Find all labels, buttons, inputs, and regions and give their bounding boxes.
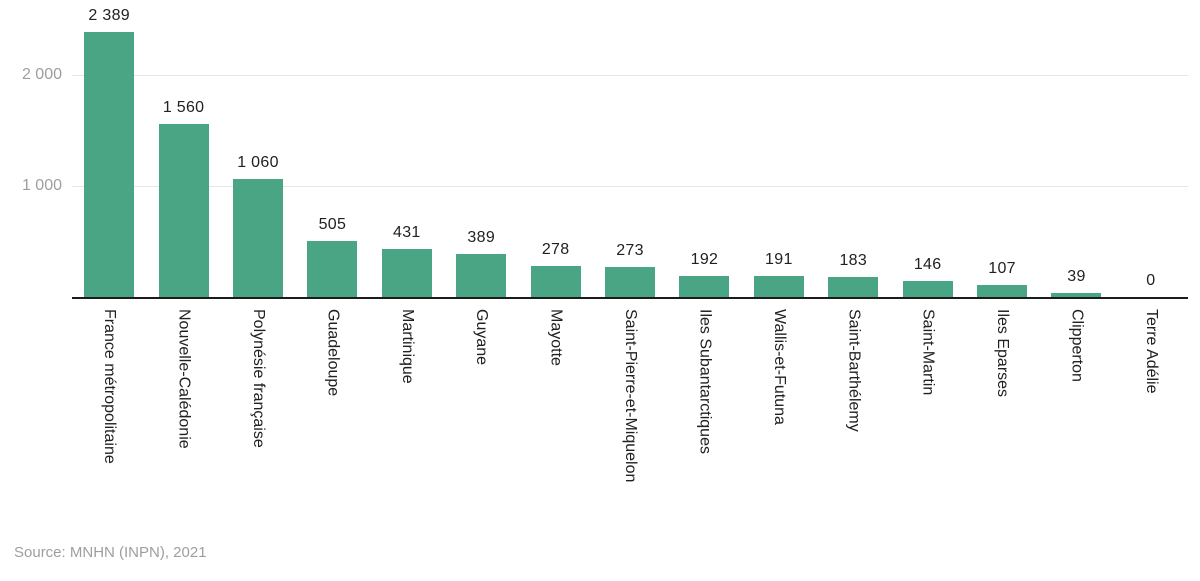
bar[interactable]	[307, 240, 358, 297]
bar[interactable]	[84, 31, 135, 297]
value-label: 107	[988, 260, 1016, 278]
bar-slot: 1 560	[146, 0, 220, 297]
y-tick-label: 2 000	[21, 66, 62, 83]
x-label-slot: Guadeloupe	[295, 309, 369, 396]
bar[interactable]	[605, 266, 656, 297]
plot-area: 2 389 1 560 1 060 505 431 389 278 273 192 191 183 1…	[72, 0, 1188, 297]
x-axis-label: Saint-Barthélemy	[845, 309, 863, 432]
value-label: 273	[616, 241, 644, 259]
value-label: 1 560	[162, 98, 205, 116]
x-axis-line	[72, 297, 1188, 299]
x-axis-label: Iles Subantarctiques	[696, 309, 714, 454]
x-label-slot: Saint-Martin	[890, 309, 964, 395]
x-axis-label: Guadeloupe	[324, 309, 342, 397]
x-axis-label: Mayotte	[547, 309, 565, 366]
x-label-slot: Saint-Pierre-et-Miquelon	[593, 309, 667, 482]
x-label-slot: France métropolitaine	[72, 309, 146, 464]
bar-slot: 2 389	[72, 0, 146, 297]
value-label: 505	[318, 215, 347, 233]
value-label: 191	[765, 250, 793, 268]
x-label-slot: Mayotte	[518, 309, 592, 366]
bar-slot: 505	[295, 0, 369, 297]
bar-slot: 0	[1114, 0, 1188, 297]
x-label-slot: Nouvelle-Calédonie	[146, 309, 220, 449]
x-axis-label: Clipperton	[1068, 309, 1086, 382]
gridline	[72, 186, 1188, 187]
y-tick-label: 1 000	[21, 177, 62, 194]
x-label-slot: Martinique	[370, 309, 444, 384]
x-axis-label: Guyane	[473, 309, 491, 366]
x-axis-label: Polynésie française	[250, 309, 268, 448]
bar[interactable]	[530, 266, 581, 297]
value-label: 1 060	[237, 154, 279, 172]
value-label: 183	[839, 251, 868, 269]
bar[interactable]	[679, 275, 730, 297]
x-axis-label: Nouvelle-Calédonie	[175, 309, 193, 449]
x-label-slot: Iles Eparses	[965, 309, 1039, 397]
x-axis-label: Saint-Pierre-et-Miquelon	[622, 309, 640, 483]
value-label: 39	[1067, 267, 1086, 285]
x-label-slot: Clipperton	[1039, 309, 1113, 382]
bar[interactable]	[977, 285, 1028, 297]
bar-slot: 192	[667, 0, 741, 297]
bar[interactable]	[828, 276, 879, 297]
bar-slot: 183	[816, 0, 890, 297]
bar-slot: 191	[742, 0, 816, 297]
bar[interactable]	[1051, 292, 1102, 297]
bar-slot: 278	[518, 0, 592, 297]
x-axis-label: Saint-Martin	[919, 309, 937, 396]
bar-slot: 107	[965, 0, 1039, 297]
x-label-slot: Polynésie française	[221, 309, 295, 448]
source-note: Source: MNHN (INPN), 2021	[14, 544, 207, 561]
bar[interactable]	[456, 253, 507, 297]
bar-slot: 39	[1039, 0, 1113, 297]
x-axis-labels: France métropolitaine Nouvelle-Calédonie P…	[72, 309, 1188, 482]
bar[interactable]	[233, 179, 284, 297]
bar[interactable]	[753, 275, 804, 297]
gridline	[72, 75, 1188, 76]
bar[interactable]	[381, 249, 432, 297]
x-label-slot: Iles Subantarctiques	[667, 309, 741, 454]
x-label-slot: Wallis-et-Futuna	[742, 309, 816, 425]
x-label-slot: Guyane	[444, 309, 518, 365]
x-label-slot: Saint-Barthélemy	[816, 309, 890, 432]
x-axis-label: Terre Adélie	[1142, 309, 1160, 394]
x-label-slot: Terre Adélie	[1114, 309, 1188, 394]
bar-slot: 1 060	[221, 0, 295, 297]
x-axis-label: France métropolitaine	[101, 309, 119, 464]
x-axis-label: Martinique	[398, 309, 416, 384]
x-axis-label: Wallis-et-Futuna	[770, 309, 788, 425]
value-label: 192	[690, 250, 719, 268]
bar-slot: 273	[593, 0, 667, 297]
bar[interactable]	[902, 280, 953, 297]
bar-slot: 389	[444, 0, 518, 297]
value-label: 278	[541, 241, 570, 259]
bar[interactable]	[158, 123, 209, 297]
value-label: 431	[393, 224, 421, 242]
bar-slot: 146	[890, 0, 964, 297]
bar-slot: 431	[370, 0, 444, 297]
value-label: 2 389	[88, 6, 130, 24]
value-label: 0	[1146, 272, 1156, 289]
x-axis-label: Iles Eparses	[994, 309, 1012, 398]
value-label: 146	[913, 255, 942, 273]
value-label: 389	[467, 228, 496, 246]
